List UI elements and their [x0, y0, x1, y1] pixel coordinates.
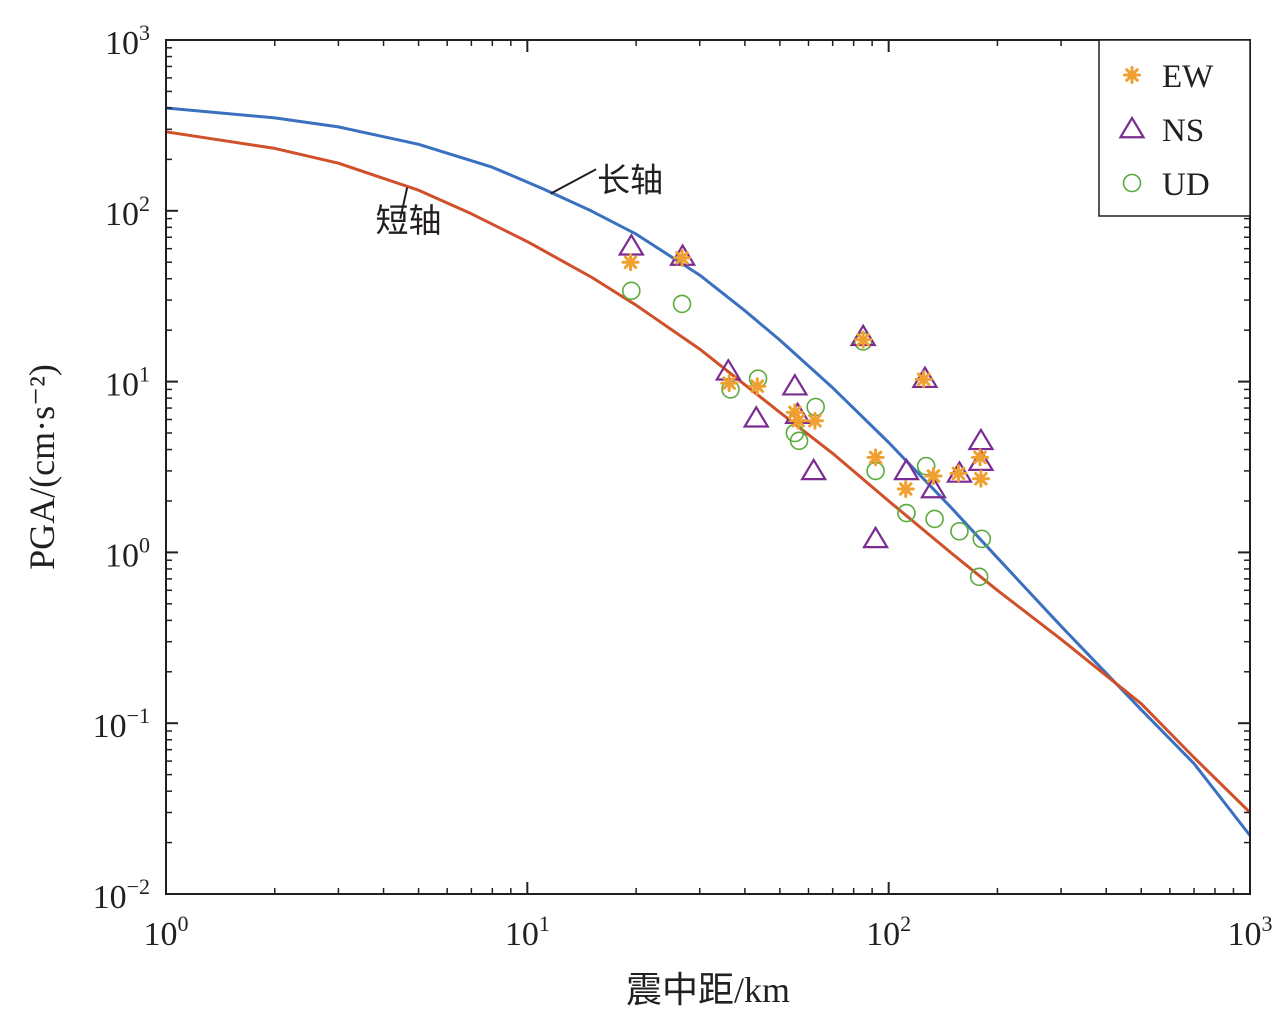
point-ud-13	[969, 567, 989, 587]
annotation-leader-0	[550, 168, 597, 195]
y-axis-title: PGA/(cm·s⁻²)	[22, 364, 62, 570]
point-ew-0	[621, 253, 640, 272]
point-ud-14	[972, 529, 992, 549]
point-ns-13	[967, 427, 995, 451]
point-ud-0	[622, 281, 641, 301]
point-ns-3	[742, 405, 770, 428]
legend-item-ew: EW	[1123, 59, 1214, 95]
annotation-leader-1	[399, 187, 409, 219]
y-tick-label-1: 10−1	[93, 703, 150, 745]
legend-item-ud: UD	[1122, 167, 1210, 203]
annotation-label-0: 长轴	[597, 160, 663, 199]
legend-label-ud: UD	[1162, 167, 1210, 203]
curve-short-axis	[165, 130, 1252, 814]
curve-long-axis	[165, 106, 1252, 837]
y-tick-label-0: 10−2	[93, 874, 150, 916]
legend-marker-ns	[1118, 115, 1146, 139]
legend-asterisk-icon	[1123, 66, 1141, 84]
x-axis-title: 震中距/km	[626, 970, 790, 1010]
y-tick-label-2: 100	[105, 532, 150, 574]
y-tick-label-5: 103	[105, 20, 150, 62]
x-tick-label-0: 100	[144, 911, 189, 953]
x-tick-label-2: 102	[866, 911, 911, 953]
legend-marker-ud	[1122, 173, 1142, 193]
point-ew-6	[805, 411, 824, 430]
annotation-label-1: 短轴	[375, 201, 441, 240]
point-ud-1	[672, 294, 692, 314]
series-lines	[165, 106, 1252, 837]
point-ew-14	[971, 469, 990, 488]
point-ew-11	[924, 467, 943, 486]
legend-circle-icon	[1122, 173, 1142, 193]
point-ns-8	[862, 525, 890, 549]
point-ud-5	[789, 431, 809, 451]
legend-marker-ew	[1123, 66, 1141, 84]
x-tick-label-3: 103	[1228, 911, 1273, 953]
series-points	[617, 233, 995, 587]
point-ns-11	[919, 475, 947, 499]
point-ew-9	[896, 480, 915, 499]
point-ns-9	[892, 457, 920, 481]
point-ns-0	[617, 233, 645, 256]
legend-triangle-icon	[1118, 115, 1146, 139]
x-tick-label-1: 101	[505, 911, 550, 953]
y-tick-label-3: 101	[105, 362, 150, 404]
point-ew-5	[789, 411, 808, 430]
axis-ticks: 100 101 102 103 10−2 10−1 100 101 102 103	[93, 20, 1273, 953]
point-ew-2	[720, 374, 739, 393]
legend-item-ns: NS	[1118, 113, 1204, 149]
plot-frame	[165, 39, 1251, 895]
legend-label-ns: NS	[1162, 113, 1204, 149]
point-ew-1	[673, 248, 692, 267]
point-ew-3	[748, 377, 767, 396]
point-ud-9	[897, 503, 916, 523]
legend: EW NS UD	[1098, 39, 1251, 217]
point-ew-7	[854, 330, 873, 349]
point-ud-11	[925, 509, 944, 529]
point-ew-12	[949, 464, 968, 483]
point-ud-12	[950, 521, 969, 541]
point-ns-6	[800, 457, 828, 481]
point-ns-4	[781, 373, 809, 396]
y-tick-label-4: 102	[105, 191, 150, 233]
point-ew-8	[866, 448, 885, 467]
point-ew-10	[914, 370, 933, 389]
legend-label-ew: EW	[1162, 59, 1214, 95]
point-ew-13	[971, 448, 990, 467]
